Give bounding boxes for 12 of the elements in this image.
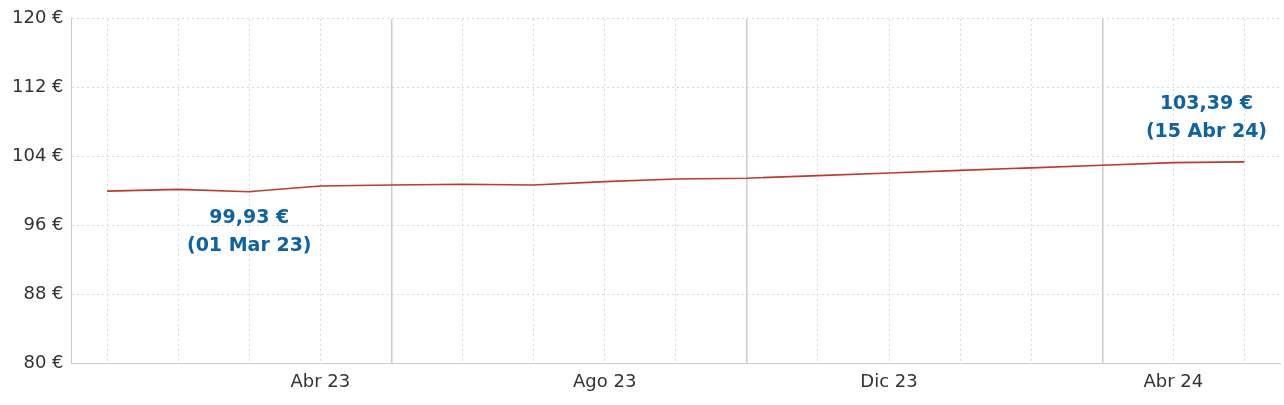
- x-tick-label: Dic 23: [860, 369, 918, 391]
- y-tick-label: 80 €: [23, 351, 64, 373]
- y-tick-label: 112 €: [12, 75, 64, 97]
- y-tick-label: 88 €: [23, 282, 64, 304]
- x-tick-label: Abr 24: [1143, 369, 1204, 391]
- x-tick-label: Ago 23: [572, 369, 637, 391]
- x-tick-label: Abr 23: [290, 369, 351, 391]
- annotation: 103,39 € (15 Abr 24): [1145, 90, 1268, 141]
- y-tick-label: 120 €: [12, 6, 64, 28]
- y-tick-label: 104 €: [12, 144, 64, 166]
- y-tick-label: 96 €: [23, 213, 64, 235]
- annotation: 99,93 € (01 Mar 23): [186, 204, 312, 255]
